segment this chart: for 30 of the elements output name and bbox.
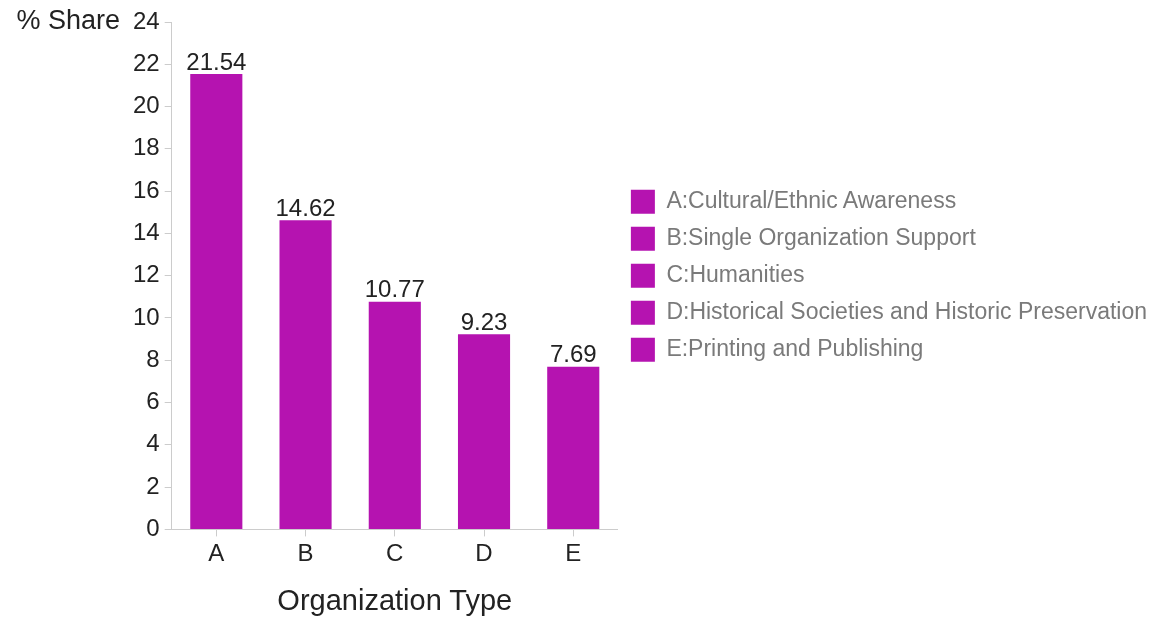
y-tick-label: 16 [132, 175, 160, 203]
y-tick-label: 14 [132, 218, 160, 246]
y-tick-label: 4 [146, 429, 160, 457]
y-tick-label: 0 [146, 514, 160, 542]
y-tick-label: 18 [132, 133, 160, 161]
legend-label: B:Single Organization Support [666, 224, 977, 251]
y-tick-label: 22 [132, 48, 160, 76]
legend-label: C:Humanities [666, 261, 805, 288]
x-tick-label: E [565, 539, 582, 567]
x-tick-label: A [208, 539, 225, 567]
legend-label: E:Printing and Publishing [666, 335, 924, 362]
y-tick-label: 24 [132, 6, 160, 34]
y-tick-label: 20 [132, 91, 160, 119]
y-tick-label: 10 [132, 302, 160, 330]
y-tick-label: 2 [146, 471, 160, 499]
legend-label: A:Cultural/Ethnic Awareness [666, 187, 957, 214]
data-label: 21.54 [186, 47, 247, 75]
x-tick-label: D [475, 539, 493, 567]
data-label: 7.69 [549, 340, 597, 368]
y-axis-title: % Share [16, 5, 120, 36]
x-tick-label: B [297, 539, 314, 567]
x-tick-label: C [386, 539, 404, 567]
y-tick-label: 6 [146, 387, 160, 415]
legend-label: D:Historical Societies and Historic Preservation [666, 298, 1148, 325]
x-axis-title: Organization Type [277, 583, 513, 616]
data-label: 10.77 [364, 275, 425, 303]
data-label: 9.23 [460, 307, 508, 335]
y-tick-label: 12 [132, 260, 160, 288]
data-label: 14.62 [275, 193, 336, 221]
y-tick-label: 8 [146, 344, 160, 372]
